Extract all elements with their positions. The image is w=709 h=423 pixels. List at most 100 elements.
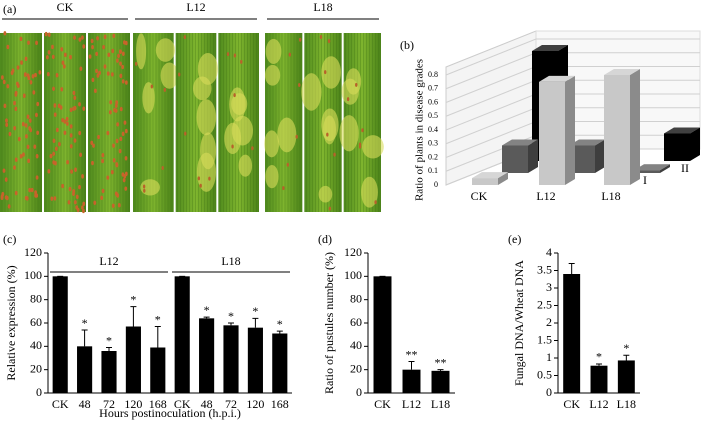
significance-label: * [155,312,161,326]
rust-spot [52,151,56,157]
panel-label: (d) [318,232,332,246]
rust-spot [53,196,57,201]
rust-spot [36,101,40,107]
rust-spot [72,106,75,111]
rust-spot [69,133,73,138]
error-bar [408,361,415,370]
chlorosis [136,33,147,70]
y-tick-label: 3 [546,280,552,294]
y-tick-label: 2.5 [537,297,552,311]
rust-spot [44,31,48,37]
rust-spot [67,200,71,205]
rust-spot [95,68,98,74]
bar-top [502,139,538,146]
rust-spot [92,143,95,148]
rust-spot [333,152,336,157]
bar [373,276,392,393]
rust-spot [4,195,8,200]
rust-spot [14,92,18,97]
rust-spot [61,117,65,123]
chlorosis [238,154,253,177]
y-tick-label: 0.2 [428,152,438,161]
bar-side [528,139,538,173]
bar [590,365,608,393]
significance-label: * [277,317,283,331]
rust-spot [119,49,122,54]
significance-label: * [106,333,112,347]
rust-spot [98,70,101,76]
rust-spot [135,61,138,66]
rust-spot [121,172,125,177]
rust-spot [208,176,211,181]
chlorosis [224,122,242,155]
rust-spot [358,142,362,147]
rust-spot [54,146,58,151]
rust-spot [55,72,59,78]
rust-spot [63,130,67,135]
rust-spot [66,159,69,165]
y-tick-label: 60 [30,315,42,329]
rust-spot [21,121,25,127]
rust-spot [361,128,364,133]
x-tick-label: CK [52,397,69,411]
rust-spot [72,90,76,96]
rust-spot [49,153,53,159]
rust-spot [65,121,69,126]
rust-spot [3,103,7,109]
rust-spot [70,169,74,174]
rust-spot [288,52,292,57]
chlorosis [318,185,333,203]
significance-label: * [596,350,602,364]
rust-spot [108,110,112,115]
rust-spot [109,100,113,105]
x-tick-label: 120 [246,397,264,411]
bar-side [630,69,640,185]
rust-spot [111,48,115,54]
bar [634,170,660,173]
rust-spot [2,168,6,173]
y-tick-label: 120 [24,245,42,259]
y-tick-label: 0.5 [428,111,438,120]
rust-spot [178,72,181,77]
bar [502,145,528,173]
rust-spot [298,37,302,42]
rust-spot [19,36,23,42]
rust-spot [183,35,187,40]
bar [617,360,635,393]
rust-spot [231,144,234,149]
rust-spot [327,39,331,44]
x-tick-label: 72 [103,397,115,411]
y-tick-label: 1.5 [537,332,552,346]
rust-spot [90,140,94,145]
rust-spot [68,186,72,192]
x-tick-label: 48 [201,397,213,411]
significance-label: * [228,309,234,323]
grid-line [445,38,700,76]
rust-spot [226,52,230,57]
bar-side [498,172,508,185]
error-bar [623,354,630,361]
rust-spot [14,106,18,112]
rust-spot [199,183,202,188]
significance-label: * [130,292,136,306]
group-label: L12 [186,0,205,14]
rust-spot [97,134,100,140]
rust-spot [30,187,34,193]
rust-spot [27,40,30,45]
rust-spot [96,36,99,41]
chlorosis [160,62,179,89]
y-tick-label: 0.1 [428,166,438,175]
y-tick-label: 0.7 [428,84,438,93]
error-bar [154,326,161,348]
rust-spot [53,112,57,117]
rust-spot [101,153,105,158]
bar [539,81,565,185]
panel-label: (b) [400,38,414,52]
rust-spot [26,73,30,78]
rust-spot [114,103,118,109]
x-tick-label: 72 [225,397,237,411]
y-axis-title: Fungal DNA/Wheat DNA [512,260,526,386]
y-tick-label: 40 [350,338,362,352]
rust-spot [112,143,115,148]
rust-spot [115,138,119,144]
